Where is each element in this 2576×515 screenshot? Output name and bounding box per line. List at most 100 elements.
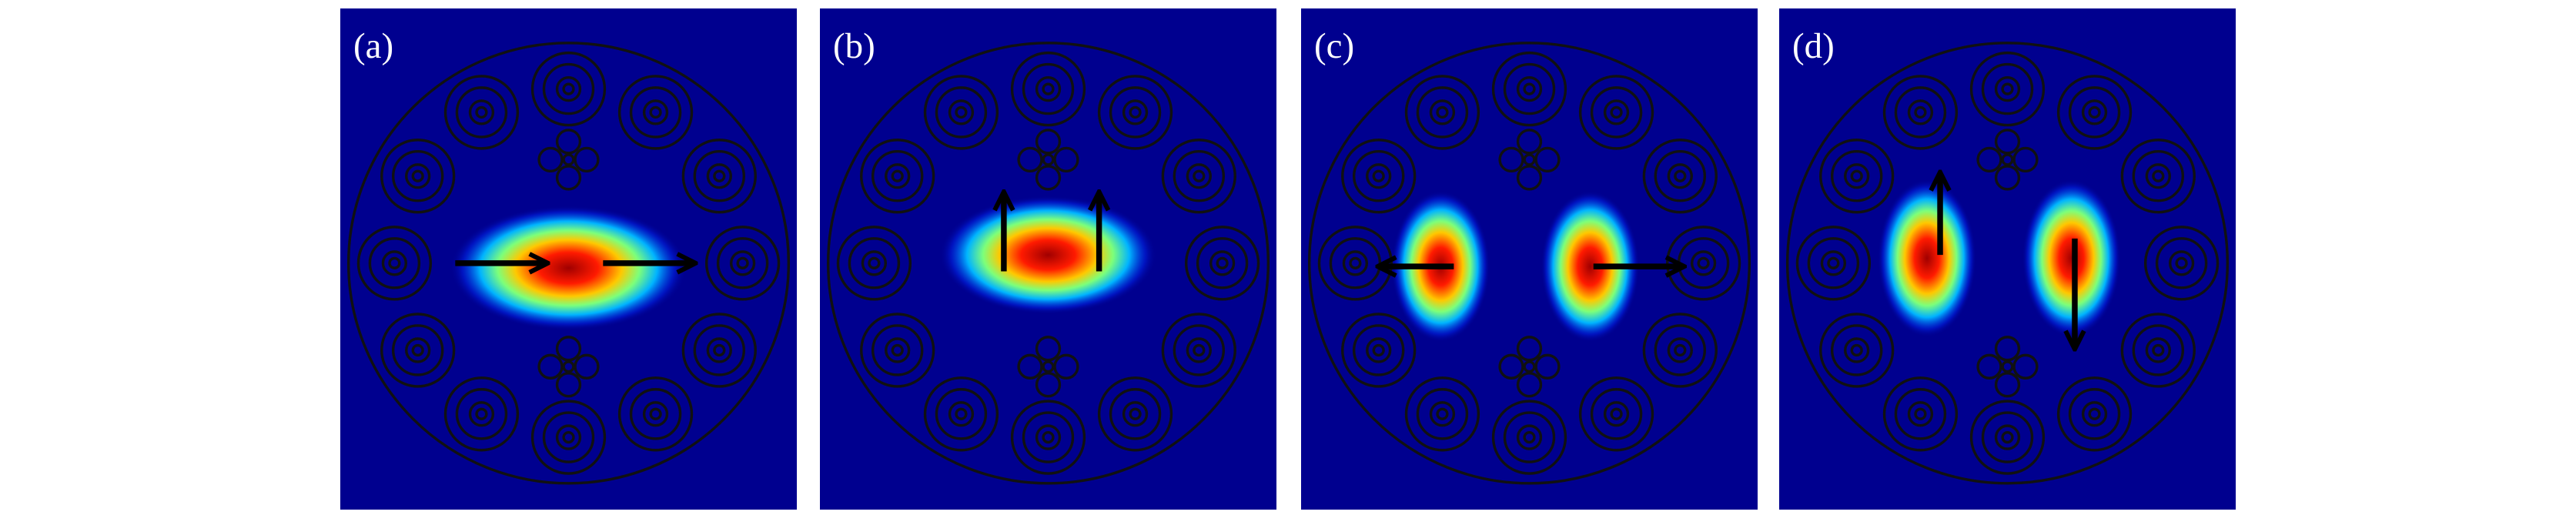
air-hole bbox=[1186, 163, 1212, 189]
air-hole bbox=[629, 86, 682, 139]
fiber-outline bbox=[346, 42, 791, 485]
air-hole bbox=[1523, 82, 1536, 95]
air-hole bbox=[1516, 424, 1543, 450]
air-hole bbox=[411, 343, 424, 357]
air-hole bbox=[1173, 149, 1226, 202]
air-hole bbox=[1994, 75, 2021, 102]
air-hole bbox=[860, 313, 935, 388]
air-hole bbox=[935, 86, 988, 139]
air-hole bbox=[1981, 411, 2034, 463]
air-hole bbox=[1416, 86, 1469, 139]
air-hole bbox=[537, 353, 564, 380]
air-hole bbox=[562, 430, 575, 444]
air-hole bbox=[1097, 75, 1173, 150]
air-hole bbox=[1022, 411, 1075, 463]
air-hole bbox=[443, 75, 520, 150]
air-hole bbox=[2056, 376, 2133, 452]
air-hole bbox=[380, 313, 456, 388]
air-hole bbox=[868, 256, 881, 269]
air-hole bbox=[475, 407, 488, 420]
air-hole bbox=[1697, 256, 1710, 269]
air-hole bbox=[455, 388, 508, 440]
air-hole bbox=[704, 226, 781, 301]
mode-field: (a) bbox=[340, 8, 797, 510]
air-hole bbox=[1894, 86, 1947, 139]
air-hole bbox=[2056, 75, 2133, 150]
air-hole bbox=[468, 401, 495, 427]
air-hole bbox=[681, 313, 757, 388]
panel: (b) bbox=[820, 8, 1276, 510]
air-hole bbox=[380, 139, 456, 214]
air-hole bbox=[706, 337, 732, 363]
air-hole bbox=[1610, 105, 1623, 119]
panel: (c) bbox=[1301, 8, 1758, 510]
air-hole bbox=[1578, 75, 1654, 150]
air-hole bbox=[1216, 256, 1229, 269]
fiber-outline bbox=[1307, 42, 1751, 485]
air-hole bbox=[885, 163, 911, 189]
air-hole bbox=[736, 256, 749, 269]
fiber-outline bbox=[826, 42, 1270, 485]
air-hole bbox=[617, 75, 694, 150]
air-hole bbox=[1161, 139, 1236, 214]
air-hole bbox=[1498, 353, 1524, 380]
air-hole bbox=[1129, 407, 1142, 420]
air-hole bbox=[1209, 250, 1236, 276]
air-hole bbox=[1976, 146, 2002, 173]
air-hole bbox=[1035, 165, 1062, 191]
air-hole bbox=[1654, 324, 1707, 376]
air-hole bbox=[455, 86, 508, 139]
air-hole bbox=[1042, 153, 1055, 166]
air-hole bbox=[405, 163, 431, 189]
air-hole bbox=[542, 62, 595, 115]
air-hole bbox=[1173, 324, 1226, 376]
air-hole bbox=[1109, 388, 1162, 440]
air-hole bbox=[1820, 250, 1847, 276]
air-hole bbox=[555, 75, 582, 102]
air-hole bbox=[2152, 169, 2165, 182]
air-hole bbox=[2081, 401, 2108, 427]
air-hole bbox=[411, 169, 424, 182]
panel-label: (a) bbox=[353, 26, 393, 66]
air-hole bbox=[1341, 139, 1417, 214]
air-hole bbox=[681, 139, 757, 214]
air-hole bbox=[391, 324, 444, 376]
air-hole bbox=[1129, 105, 1142, 119]
field-spot bbox=[450, 206, 687, 331]
air-hole bbox=[1894, 388, 1947, 440]
air-hole bbox=[1042, 360, 1055, 373]
air-hole bbox=[1603, 99, 1630, 125]
air-hole bbox=[1674, 343, 1687, 357]
air-hole bbox=[649, 407, 662, 420]
air-hole bbox=[1035, 75, 1062, 102]
air-hole bbox=[1674, 169, 1687, 182]
air-hole bbox=[1366, 337, 1392, 363]
air-hole bbox=[562, 153, 575, 166]
air-hole bbox=[948, 401, 975, 427]
air-hole bbox=[2081, 99, 2108, 125]
air-hole bbox=[1366, 163, 1392, 189]
air-hole bbox=[1523, 430, 1536, 444]
air-hole bbox=[935, 388, 988, 440]
air-hole bbox=[1969, 51, 2046, 127]
mode-field: (c) bbox=[1301, 8, 1758, 510]
air-hole bbox=[1193, 343, 1206, 357]
air-hole bbox=[1590, 388, 1643, 440]
air-hole bbox=[2120, 313, 2196, 388]
air-hole bbox=[1523, 360, 1536, 373]
air-hole bbox=[1914, 105, 1927, 119]
air-hole bbox=[475, 105, 488, 119]
air-hole bbox=[1807, 237, 1860, 289]
air-hole bbox=[861, 250, 888, 276]
air-hole bbox=[860, 139, 935, 214]
air-hole bbox=[891, 343, 904, 357]
air-hole bbox=[1994, 424, 2021, 450]
air-hole bbox=[1017, 146, 1043, 173]
air-hole bbox=[562, 360, 575, 373]
air-hole bbox=[1349, 256, 1362, 269]
air-hole bbox=[1186, 337, 1212, 363]
air-hole bbox=[2001, 360, 2014, 373]
air-hole bbox=[1404, 75, 1480, 150]
field-spot bbox=[1541, 190, 1640, 343]
air-hole bbox=[1035, 336, 1062, 362]
